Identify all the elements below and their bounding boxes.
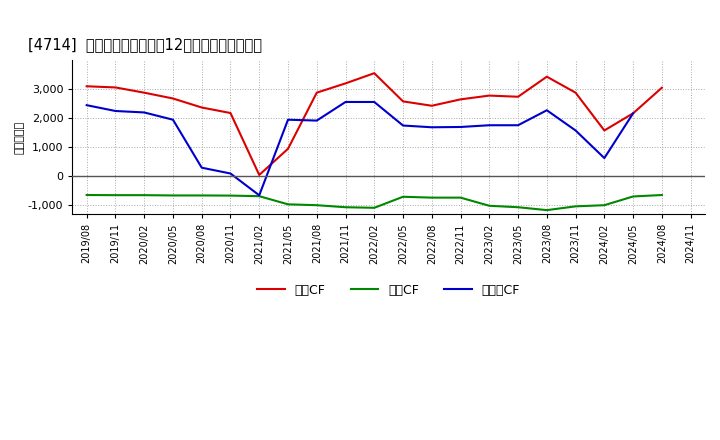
営業CF — [140, 90, 148, 95]
フリーCF — [629, 111, 637, 116]
営業CF — [428, 103, 436, 108]
営業CF — [226, 110, 235, 116]
フリーCF — [600, 155, 608, 161]
フリーCF — [197, 165, 206, 170]
投資CF — [629, 194, 637, 199]
営業CF — [571, 90, 580, 95]
営業CF — [514, 94, 523, 99]
投資CF — [168, 193, 177, 198]
投資CF — [284, 202, 292, 207]
フリーCF — [168, 117, 177, 122]
投資CF — [370, 205, 379, 210]
投資CF — [341, 205, 350, 210]
営業CF — [399, 99, 408, 104]
フリーCF — [226, 171, 235, 176]
Line: 投資CF: 投資CF — [86, 195, 662, 210]
投資CF — [571, 204, 580, 209]
営業CF — [629, 111, 637, 116]
投資CF — [542, 208, 551, 213]
フリーCF — [284, 117, 292, 122]
投資CF — [485, 203, 494, 209]
投資CF — [111, 193, 120, 198]
フリーCF — [686, 110, 695, 115]
投資CF — [600, 202, 608, 208]
営業CF — [284, 146, 292, 151]
フリーCF — [255, 193, 264, 198]
営業CF — [485, 93, 494, 98]
営業CF — [341, 81, 350, 86]
フリーCF — [370, 99, 379, 105]
営業CF — [255, 172, 264, 178]
営業CF — [197, 105, 206, 110]
営業CF — [312, 90, 321, 95]
営業CF — [456, 97, 465, 102]
営業CF — [600, 128, 608, 133]
フリーCF — [111, 108, 120, 114]
フリーCF — [428, 125, 436, 130]
投資CF — [456, 195, 465, 200]
Line: 営業CF: 営業CF — [86, 73, 662, 175]
営業CF — [657, 85, 666, 90]
フリーCF — [140, 110, 148, 115]
営業CF — [111, 85, 120, 90]
Legend: 営業CF, 投資CF, フリーCF: 営業CF, 投資CF, フリーCF — [252, 279, 525, 302]
投資CF — [428, 195, 436, 200]
フリーCF — [542, 108, 551, 113]
投資CF — [140, 193, 148, 198]
投資CF — [399, 194, 408, 199]
フリーCF — [82, 103, 91, 108]
フリーCF — [571, 128, 580, 133]
フリーCF — [514, 123, 523, 128]
投資CF — [82, 192, 91, 198]
投資CF — [514, 205, 523, 210]
Line: フリーCF: フリーCF — [86, 102, 690, 195]
フリーCF — [312, 118, 321, 123]
投資CF — [226, 193, 235, 198]
Y-axis label: （百万円）: （百万円） — [15, 121, 25, 154]
フリーCF — [456, 125, 465, 130]
投資CF — [657, 192, 666, 198]
フリーCF — [341, 99, 350, 105]
投資CF — [197, 193, 206, 198]
投資CF — [255, 194, 264, 199]
営業CF — [370, 70, 379, 76]
フリーCF — [485, 123, 494, 128]
営業CF — [542, 74, 551, 79]
営業CF — [82, 84, 91, 89]
フリーCF — [399, 123, 408, 128]
営業CF — [168, 96, 177, 101]
Text: [4714]  キャッシュフローの12か月移動合計の推移: [4714] キャッシュフローの12か月移動合計の推移 — [28, 37, 262, 52]
投資CF — [312, 202, 321, 208]
